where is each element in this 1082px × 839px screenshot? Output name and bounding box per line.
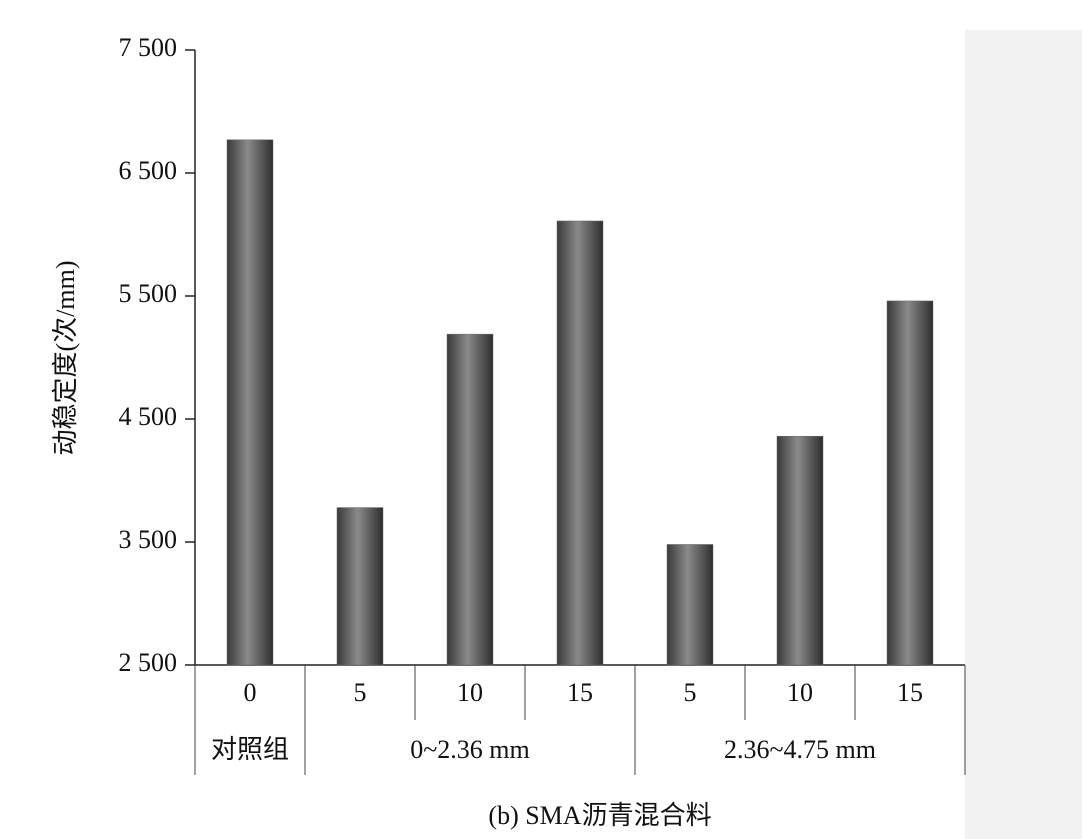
y-tick-label: 5 500: [119, 279, 178, 308]
bar: [886, 300, 934, 666]
bar: [556, 220, 604, 666]
x-tick-label: 5: [354, 678, 367, 707]
y-tick-label: 6 500: [119, 156, 178, 185]
x-tick-label: 10: [787, 678, 813, 707]
group-label: 对照组: [211, 735, 289, 764]
x-tick-label: 0: [244, 678, 257, 707]
bar: [336, 507, 384, 666]
x-tick-label: 5: [684, 678, 697, 707]
y-axis-title: 动稳定度(次/mm): [51, 261, 80, 456]
y-tick-label: 7 500: [119, 33, 178, 62]
y-tick-label: 4 500: [119, 402, 178, 431]
x-axis-title: (b) SMA沥青混合料: [488, 801, 711, 830]
bar: [446, 333, 494, 666]
group-label: 0~2.36 mm: [410, 735, 530, 764]
y-tick-label: 2 500: [119, 648, 178, 677]
bar: [776, 435, 824, 666]
bar: [226, 139, 274, 666]
x-tick-label: 10: [457, 678, 483, 707]
x-tick-label: 15: [897, 678, 923, 707]
x-tick-label: 15: [567, 678, 593, 707]
background-strip: [965, 30, 1082, 839]
y-tick-label: 3 500: [119, 525, 178, 554]
group-label: 2.36~4.75 mm: [724, 735, 876, 764]
bar: [666, 544, 714, 666]
